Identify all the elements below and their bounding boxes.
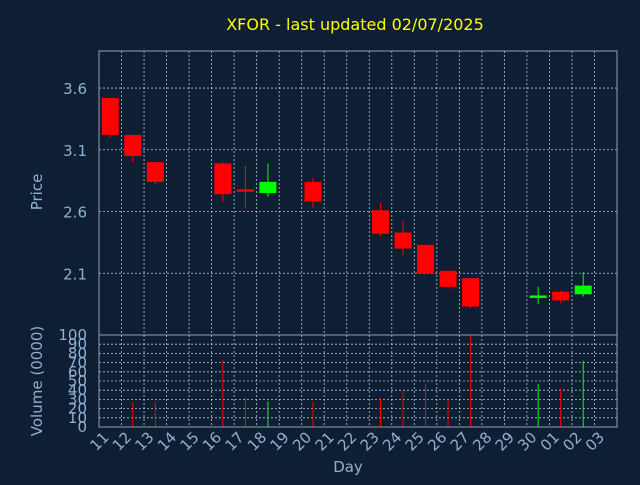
volume-tick-label: 40 xyxy=(68,381,87,399)
candle-body xyxy=(146,162,164,182)
volume-tick-label: 20 xyxy=(68,400,87,418)
chart-title: XFOR - last updated 02/07/2025 xyxy=(226,15,484,34)
candle-body xyxy=(124,134,142,156)
volume-tick-label: 30 xyxy=(68,390,87,408)
candle-body xyxy=(417,244,435,274)
price-tick-labels: 3.6 3.1 2.6 2.1 xyxy=(63,80,87,283)
candle-body xyxy=(259,181,277,193)
candle-body xyxy=(394,232,412,249)
candle-body xyxy=(529,295,547,298)
volume-axis-label: Volume (0000) xyxy=(28,326,46,436)
x-axis-label: Day xyxy=(333,458,363,476)
price-tick-label: 2.1 xyxy=(63,265,87,283)
volume-tick-label: 50 xyxy=(68,372,87,390)
candle-body xyxy=(101,97,119,135)
candle-body xyxy=(552,291,570,301)
candles xyxy=(101,97,592,308)
candle-body xyxy=(574,285,592,295)
price-tick-label: 2.6 xyxy=(63,204,87,222)
volume-tick-label: 100 xyxy=(58,326,87,344)
candle-body xyxy=(372,210,390,234)
candle-body xyxy=(439,270,457,287)
panel-frames xyxy=(98,50,618,428)
volume-tick-label: 90 xyxy=(68,335,87,353)
candle-body xyxy=(214,163,232,195)
candle-body xyxy=(304,181,322,202)
price-grid xyxy=(98,51,617,335)
volume-tick-label: 0 xyxy=(77,418,87,436)
volume-grid xyxy=(98,334,617,428)
price-axis-label: Price xyxy=(28,174,46,211)
candle-body xyxy=(236,189,254,192)
candle-body xyxy=(462,278,480,307)
volume-bars xyxy=(132,335,584,427)
price-tick-label: 3.6 xyxy=(63,80,87,98)
volume-panel-frame xyxy=(98,334,618,428)
volume-tick-label: 80 xyxy=(68,344,87,362)
x-tick-labels: 1112131415161718192021222324252627282930… xyxy=(86,428,608,454)
volume-tick-label: 10 xyxy=(68,409,87,427)
price-tick-label: 3.1 xyxy=(63,142,87,160)
volume-tick-label: 60 xyxy=(68,363,87,381)
volume-tick-label: 70 xyxy=(68,354,87,372)
